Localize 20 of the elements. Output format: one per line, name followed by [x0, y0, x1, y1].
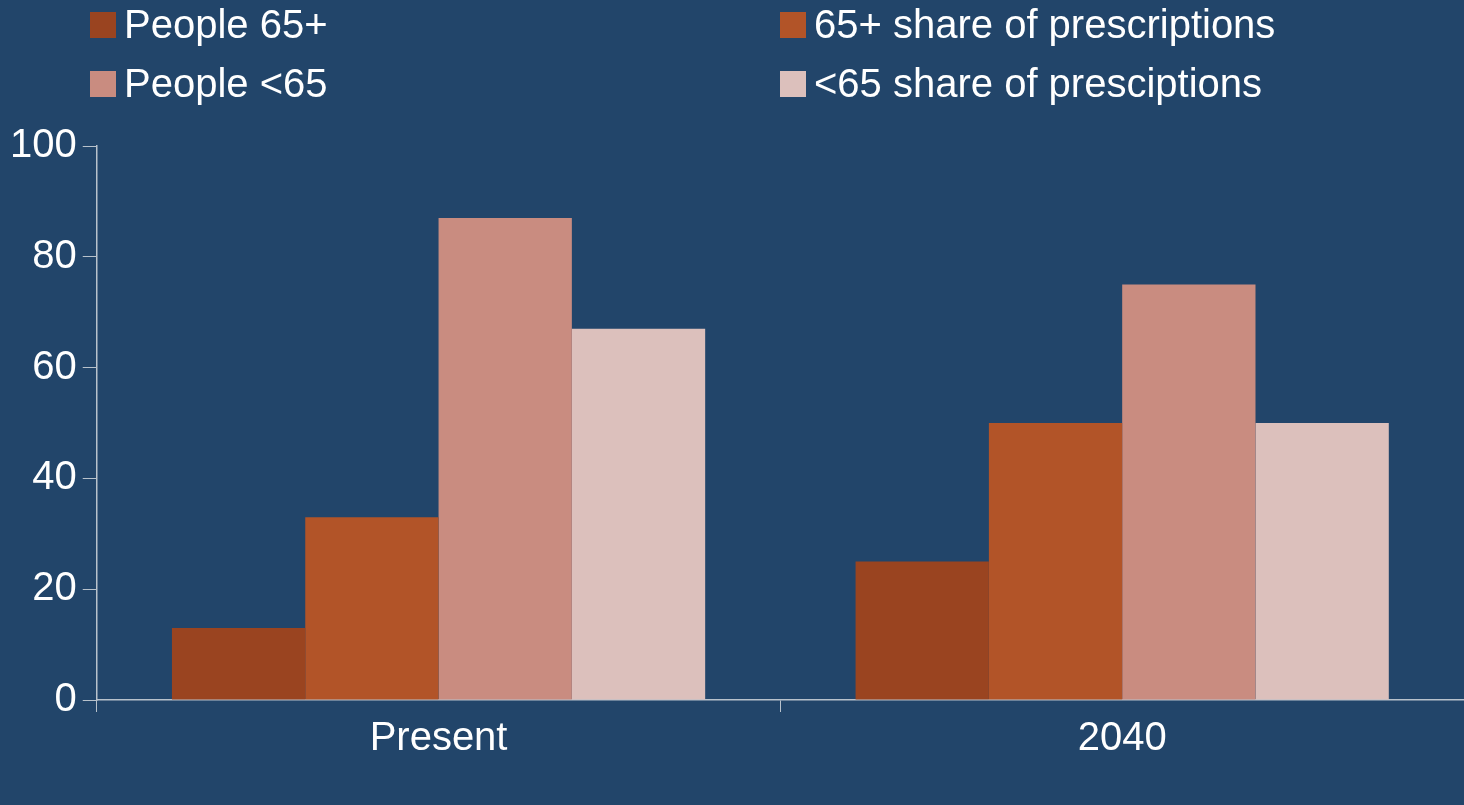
- bar: [305, 517, 439, 700]
- y-tick-label: 0: [54, 675, 77, 720]
- bar: [438, 218, 572, 700]
- x-tick-label: Present: [369, 714, 508, 759]
- bar: [855, 561, 989, 700]
- legend-label: 65+ share of prescriptions: [814, 2, 1276, 47]
- bar: [1255, 423, 1389, 700]
- legend-label: People 65+: [124, 2, 328, 47]
- bar: [171, 627, 306, 700]
- y-tick-label: 20: [32, 564, 77, 609]
- bar: [1122, 284, 1256, 700]
- y-tick-label: 40: [32, 453, 77, 498]
- x-tick-label: 2040: [1077, 714, 1167, 759]
- y-tick-label: 60: [32, 342, 77, 387]
- legend-label: People <65: [124, 61, 328, 106]
- bar: [571, 328, 706, 700]
- y-tick-label: 80: [32, 231, 77, 276]
- legend-label: <65 share of presciptions: [814, 61, 1263, 106]
- bar: [988, 423, 1123, 700]
- y-tick-label: 100: [9, 121, 77, 166]
